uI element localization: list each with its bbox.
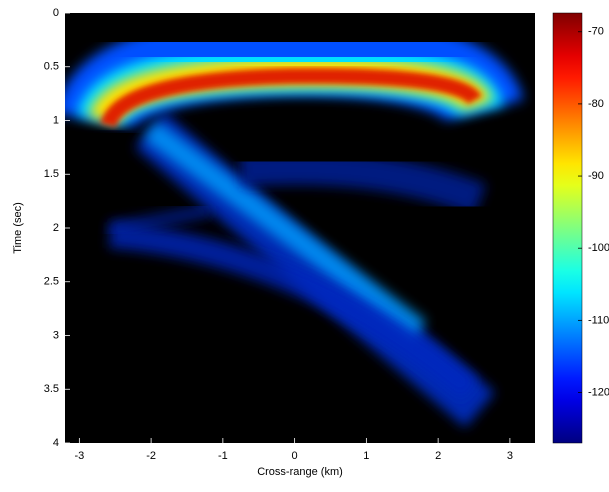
y-tick-label: 1.5: [44, 168, 59, 180]
x-axis-label: Cross-range (km): [257, 466, 343, 478]
x-tick-label: 0: [292, 450, 298, 462]
x-tick-label: -2: [146, 450, 156, 462]
heatmap-image: [65, 14, 524, 428]
y-tick-label: 3.5: [44, 383, 59, 395]
y-tick-label: 0: [53, 7, 59, 19]
x-tick-label: 1: [363, 450, 369, 462]
y-tick-label: 3: [53, 329, 59, 341]
colorbar-tick-label: -70: [588, 26, 604, 38]
y-tick-label: 4: [53, 437, 59, 449]
colorbar-tick-label: -110: [588, 314, 609, 326]
y-tick-label: 2: [53, 222, 59, 234]
x-tick-label: 3: [507, 450, 513, 462]
y-tick-label: 2.5: [44, 276, 59, 288]
colorbar-tick-label: -80: [588, 98, 604, 110]
colorbar-tick-label: -90: [588, 170, 604, 182]
y-tick-label: 0.5: [44, 61, 59, 73]
colorbar-tick-label: -100: [588, 242, 609, 254]
colorbar-tick-label: -120: [588, 386, 609, 398]
x-tick-label: -1: [218, 450, 228, 462]
y-axis-label: Time (sec): [12, 202, 24, 254]
x-tick-label: -3: [74, 450, 84, 462]
x-tick-label: 2: [435, 450, 441, 462]
y-tick-label: 1: [53, 114, 59, 126]
colorbar: [552, 12, 583, 444]
